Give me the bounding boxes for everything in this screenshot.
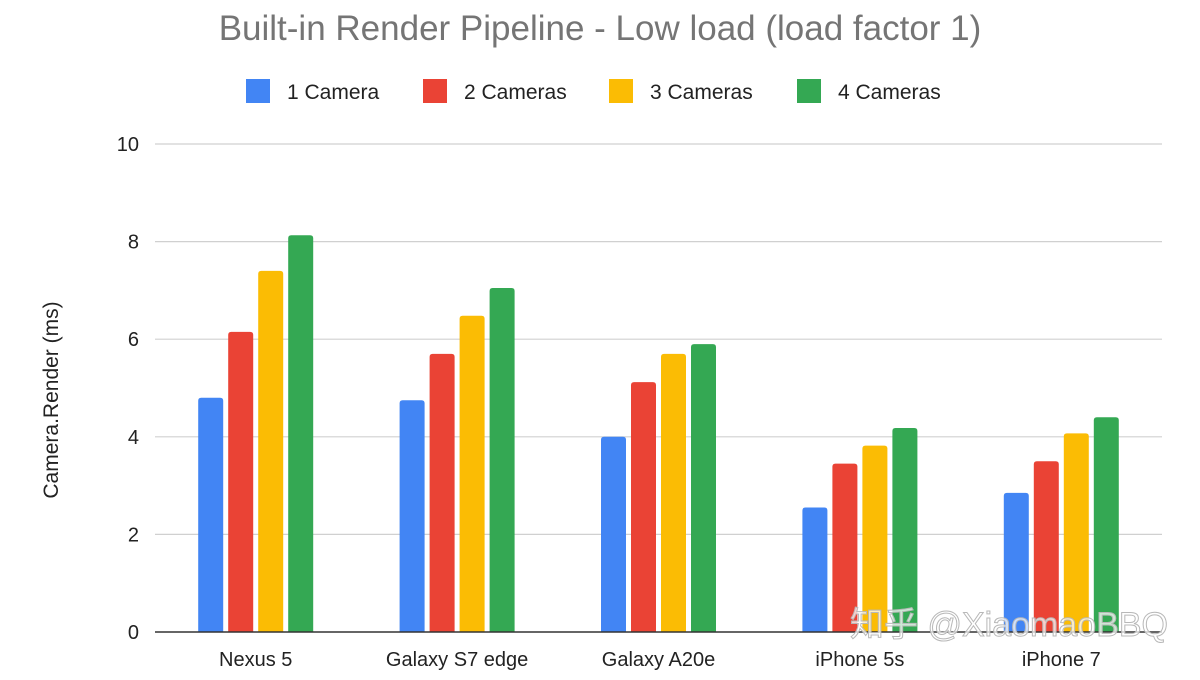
gridlines: [155, 143, 1162, 536]
bar: [1003, 492, 1029, 632]
bar: [832, 463, 858, 632]
legend-swatch: [609, 79, 633, 103]
chart-legend: 1 Camera 2 Cameras 3 Cameras 4 Cameras: [246, 79, 941, 104]
bar: [691, 344, 716, 632]
legend-swatch: [423, 79, 447, 103]
bar: [661, 353, 686, 632]
bar: [399, 400, 425, 632]
bar: [489, 287, 515, 632]
bar: [601, 436, 626, 632]
bar: [258, 270, 284, 632]
bar: [1093, 417, 1119, 632]
x-tick-label: Nexus 5: [219, 649, 292, 671]
x-tick-label: iPhone 7: [1022, 649, 1101, 671]
y-tick-label: 8: [128, 232, 139, 254]
legend-item: 3 Cameras: [609, 79, 753, 104]
bar: [1063, 433, 1089, 632]
watermark-text: 知乎 @XiaomaoBBQ: [850, 606, 1168, 644]
bar-group: [399, 287, 515, 632]
bar-group: [1003, 417, 1119, 632]
x-tick-label: Galaxy A20e: [602, 649, 715, 671]
y-tick-label: 0: [128, 622, 139, 644]
bar: [459, 315, 485, 632]
x-tick-label: Galaxy S7 edge: [386, 649, 528, 671]
bar-group: [601, 344, 716, 632]
bar: [892, 428, 918, 632]
bar: [631, 382, 656, 632]
y-tick-label: 6: [128, 329, 139, 351]
bar: [862, 445, 888, 632]
x-tick-label: iPhone 5s: [815, 649, 904, 671]
chart-title: Built-in Render Pipeline - Low load (loa…: [219, 9, 982, 48]
legend-label: 3 Cameras: [650, 81, 753, 104]
bar: [429, 353, 455, 632]
bar-group: [198, 235, 314, 633]
y-axis-label: Camera.Render (ms): [40, 301, 63, 498]
legend-item: 4 Cameras: [797, 79, 941, 104]
y-tick-label: 10: [117, 134, 139, 156]
y-axis-ticks: 0 2 4 6 8 10: [117, 134, 139, 644]
legend-item: 2 Cameras: [423, 79, 567, 104]
y-tick-label: 2: [128, 524, 139, 546]
bars: [198, 235, 1119, 633]
legend-label: 4 Cameras: [838, 81, 941, 104]
bar-group: [802, 428, 918, 632]
legend-swatch: [246, 79, 270, 103]
legend-label: 2 Cameras: [464, 81, 567, 104]
bar: [198, 397, 224, 632]
legend-swatch: [797, 79, 821, 103]
legend-label: 1 Camera: [287, 81, 380, 104]
bar: [228, 331, 254, 632]
legend-item: 1 Camera: [246, 79, 380, 104]
bar: [288, 235, 314, 633]
bar: [802, 507, 828, 632]
x-axis-ticks: Nexus 5 Galaxy S7 edge Galaxy A20e iPhone 5…: [219, 649, 1101, 671]
bar: [1033, 461, 1059, 632]
y-tick-label: 4: [128, 427, 139, 449]
